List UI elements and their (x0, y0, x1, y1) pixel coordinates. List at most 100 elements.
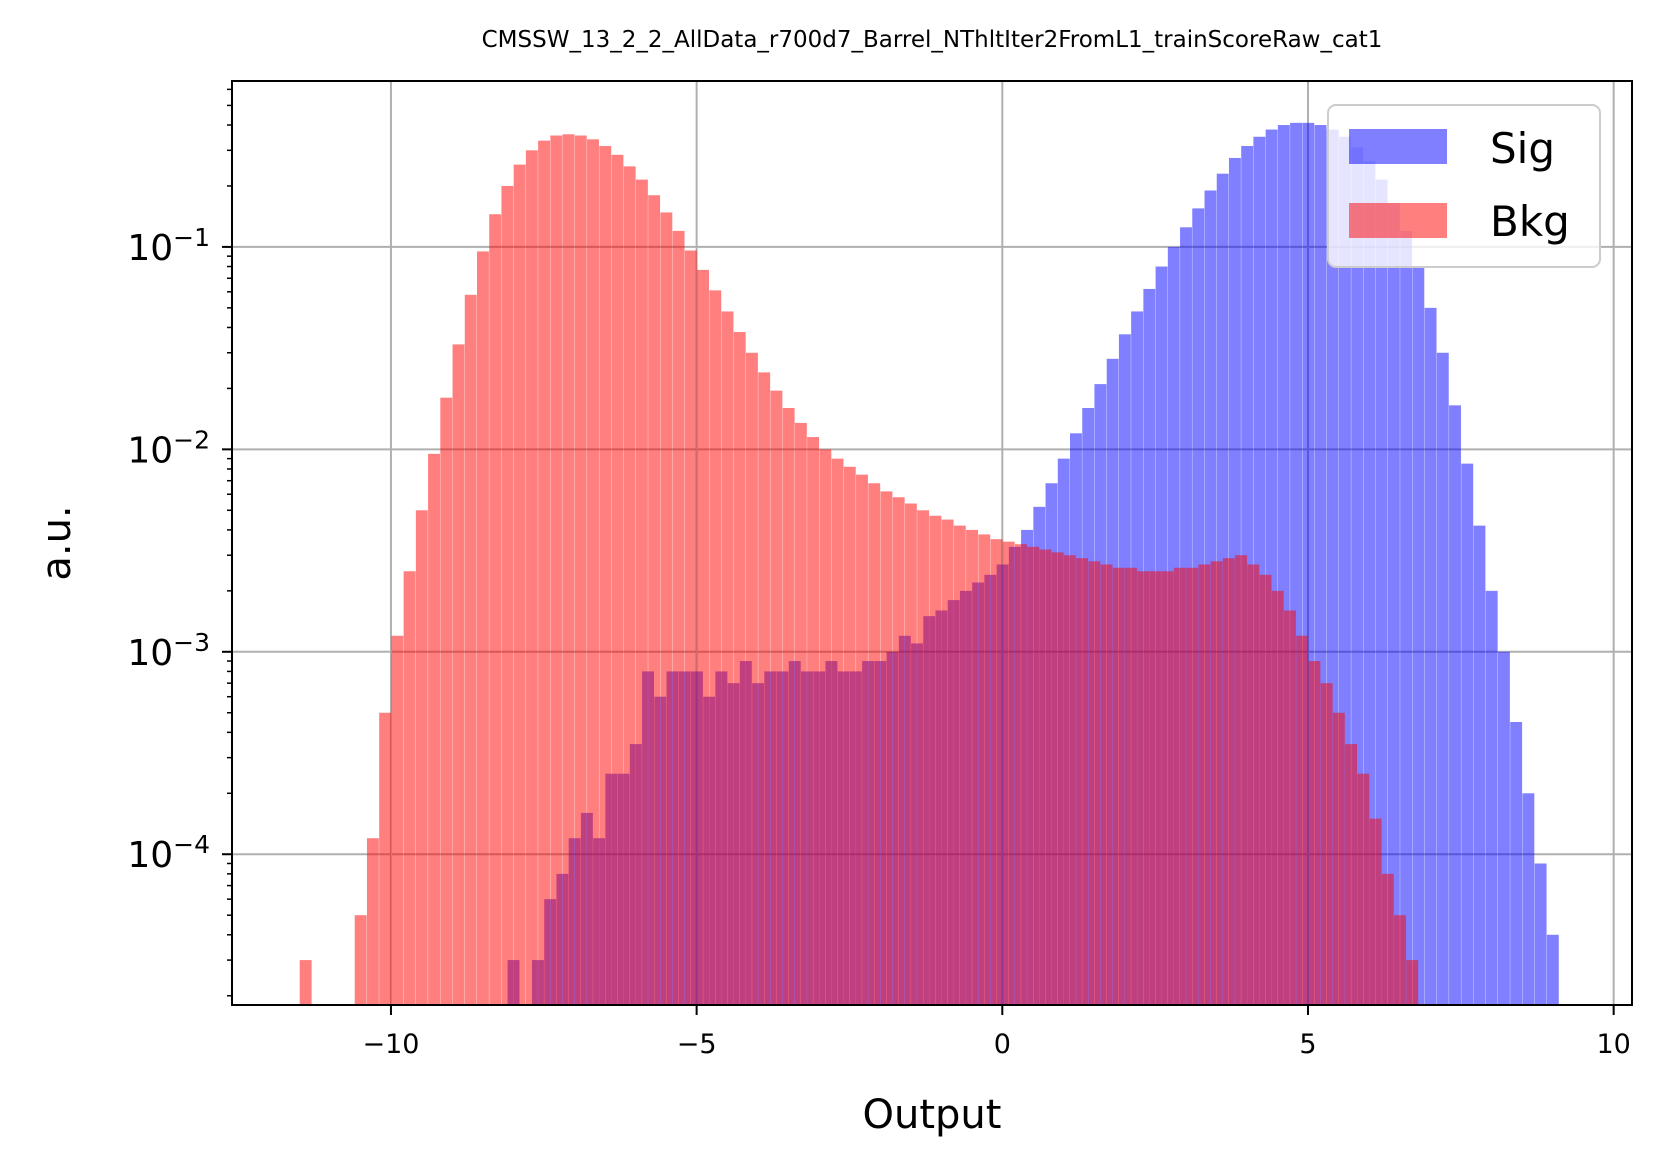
histogram-bar-bkg (672, 230, 685, 1005)
histogram-bar-bkg (1381, 873, 1394, 1005)
histogram-bar-bkg (1369, 818, 1382, 1005)
histogram-bar-sig (1497, 651, 1510, 1005)
histogram-bar-sig (1436, 352, 1449, 1005)
histogram-bar-sig (1155, 266, 1168, 1006)
histogram-bar-sig (1302, 122, 1315, 1005)
histogram-bar-bkg (599, 146, 612, 1005)
histogram-bar-sig (739, 661, 752, 1005)
histogram-bar-bkg (1173, 567, 1186, 1005)
histogram-bar-sig (874, 661, 887, 1005)
histogram-bar-sig (703, 696, 716, 1005)
y-axis-label: a.u. (34, 505, 80, 580)
histogram-bar-bkg (1027, 546, 1040, 1005)
histogram-bar-bkg (1063, 555, 1076, 1005)
histogram-bar-bkg (1002, 541, 1015, 1005)
histogram-bar-bkg (733, 331, 746, 1005)
histogram-bar-bkg (856, 474, 868, 1005)
histogram-bar-sig (1204, 190, 1217, 1006)
histogram-bar-sig (862, 661, 875, 1005)
series-sig-bars (507, 122, 1559, 1006)
histogram-bar-sig (1228, 157, 1241, 1005)
histogram-bar-sig (1008, 546, 1021, 1005)
histogram-bar-bkg (464, 294, 477, 1006)
histogram-bar-sig (678, 671, 691, 1005)
legend-swatch-sig (1349, 129, 1447, 164)
histogram-bar-sig (556, 873, 569, 1005)
histogram-bar-sig (715, 671, 728, 1005)
histogram-bar-sig (617, 773, 630, 1005)
histogram-bar-bkg (1296, 635, 1309, 1005)
histogram-bar-bkg (745, 352, 758, 1005)
histogram-bar-sig (1167, 246, 1180, 1006)
histogram-bar-bkg (917, 510, 930, 1005)
histogram-bar-bkg (354, 915, 367, 1005)
y-tick-label: 10−3 (127, 628, 210, 674)
histogram-bar-bkg (904, 503, 917, 1005)
histogram-bar-sig (764, 671, 777, 1005)
histogram-bar-sig (532, 960, 544, 1005)
histogram-bar-bkg (1076, 558, 1089, 1005)
histogram-bar-bkg (1088, 561, 1101, 1005)
histogram-bar-bkg (391, 635, 404, 1005)
x-tick-label: −5 (677, 1029, 717, 1060)
histogram-bar-bkg (403, 571, 416, 1005)
histogram-bar-bkg (1186, 567, 1199, 1005)
histogram-bar-sig (1131, 311, 1144, 1006)
histogram-bar-sig (825, 661, 838, 1005)
histogram-bar-bkg (1332, 712, 1345, 1005)
histogram-bar-sig (1363, 161, 1376, 1005)
histogram-bar-sig (1473, 525, 1486, 1005)
histogram-bar-bkg (562, 134, 575, 1005)
histogram-bar-sig (752, 683, 765, 1005)
histogram-bar-bkg (1137, 571, 1150, 1005)
histogram-bar-sig (959, 590, 972, 1005)
histogram-bar-bkg (843, 466, 856, 1006)
histogram-bar-sig (1412, 266, 1425, 1006)
x-tick-label: 10 (1596, 1029, 1630, 1060)
histogram-bar-sig (1534, 863, 1547, 1005)
histogram-bar-sig (593, 838, 606, 1005)
histogram-bar-sig (801, 671, 813, 1005)
histogram-bar-sig (727, 683, 740, 1005)
legend-label-sig: Sig (1490, 124, 1555, 173)
histogram-bar-bkg (1014, 544, 1027, 1005)
histogram-bar-bkg (953, 525, 966, 1005)
y-tick-label: 10−2 (127, 425, 210, 471)
legend-label-bkg: Bkg (1490, 197, 1570, 246)
histogram-bar-bkg (929, 515, 942, 1005)
histogram-bar-sig (580, 812, 593, 1005)
histogram-bar-sig (788, 661, 801, 1005)
histogram-bar-bkg (440, 397, 453, 1005)
histogram-bar-sig (1070, 433, 1082, 1006)
histogram-bar-sig (690, 671, 703, 1005)
histogram-bar-bkg (1112, 567, 1125, 1005)
histogram-bar-bkg (807, 437, 820, 1006)
histogram-bar-sig (984, 574, 997, 1005)
histogram-bar-sig (1082, 408, 1095, 1006)
histogram-bar-bkg (489, 214, 502, 1005)
histogram-bar-bkg (428, 453, 441, 1005)
histogram-bar-bkg (1357, 773, 1370, 1005)
histogram-bar-sig (1461, 463, 1474, 1005)
legend: Sig Bkg (1327, 104, 1601, 268)
x-tick-label: −10 (362, 1029, 419, 1060)
histogram-bar-sig (911, 643, 923, 1005)
histogram-bar-bkg (415, 510, 428, 1005)
histogram-bar-bkg (550, 135, 563, 1006)
histogram-bar-sig (886, 651, 899, 1005)
histogram-bar-sig (1021, 529, 1034, 1005)
histogram-bar-bkg (1406, 960, 1419, 1005)
histogram-bar-bkg (1051, 552, 1064, 1005)
histogram-bar-sig (1522, 793, 1535, 1005)
histogram-bar-bkg (782, 408, 795, 1006)
histogram-bar-bkg (966, 529, 978, 1005)
histogram-bar-bkg (513, 164, 526, 1006)
histogram-bar-sig (654, 696, 667, 1005)
histogram-bar-bkg (611, 154, 624, 1006)
histogram-bar-bkg (1247, 564, 1260, 1005)
histogram-bar-bkg (868, 483, 881, 1005)
histogram-bar-bkg (892, 497, 905, 1005)
histogram-bar-sig (776, 671, 789, 1005)
histogram-bar-sig (1351, 147, 1364, 1005)
histogram-bar-sig (996, 564, 1009, 1005)
